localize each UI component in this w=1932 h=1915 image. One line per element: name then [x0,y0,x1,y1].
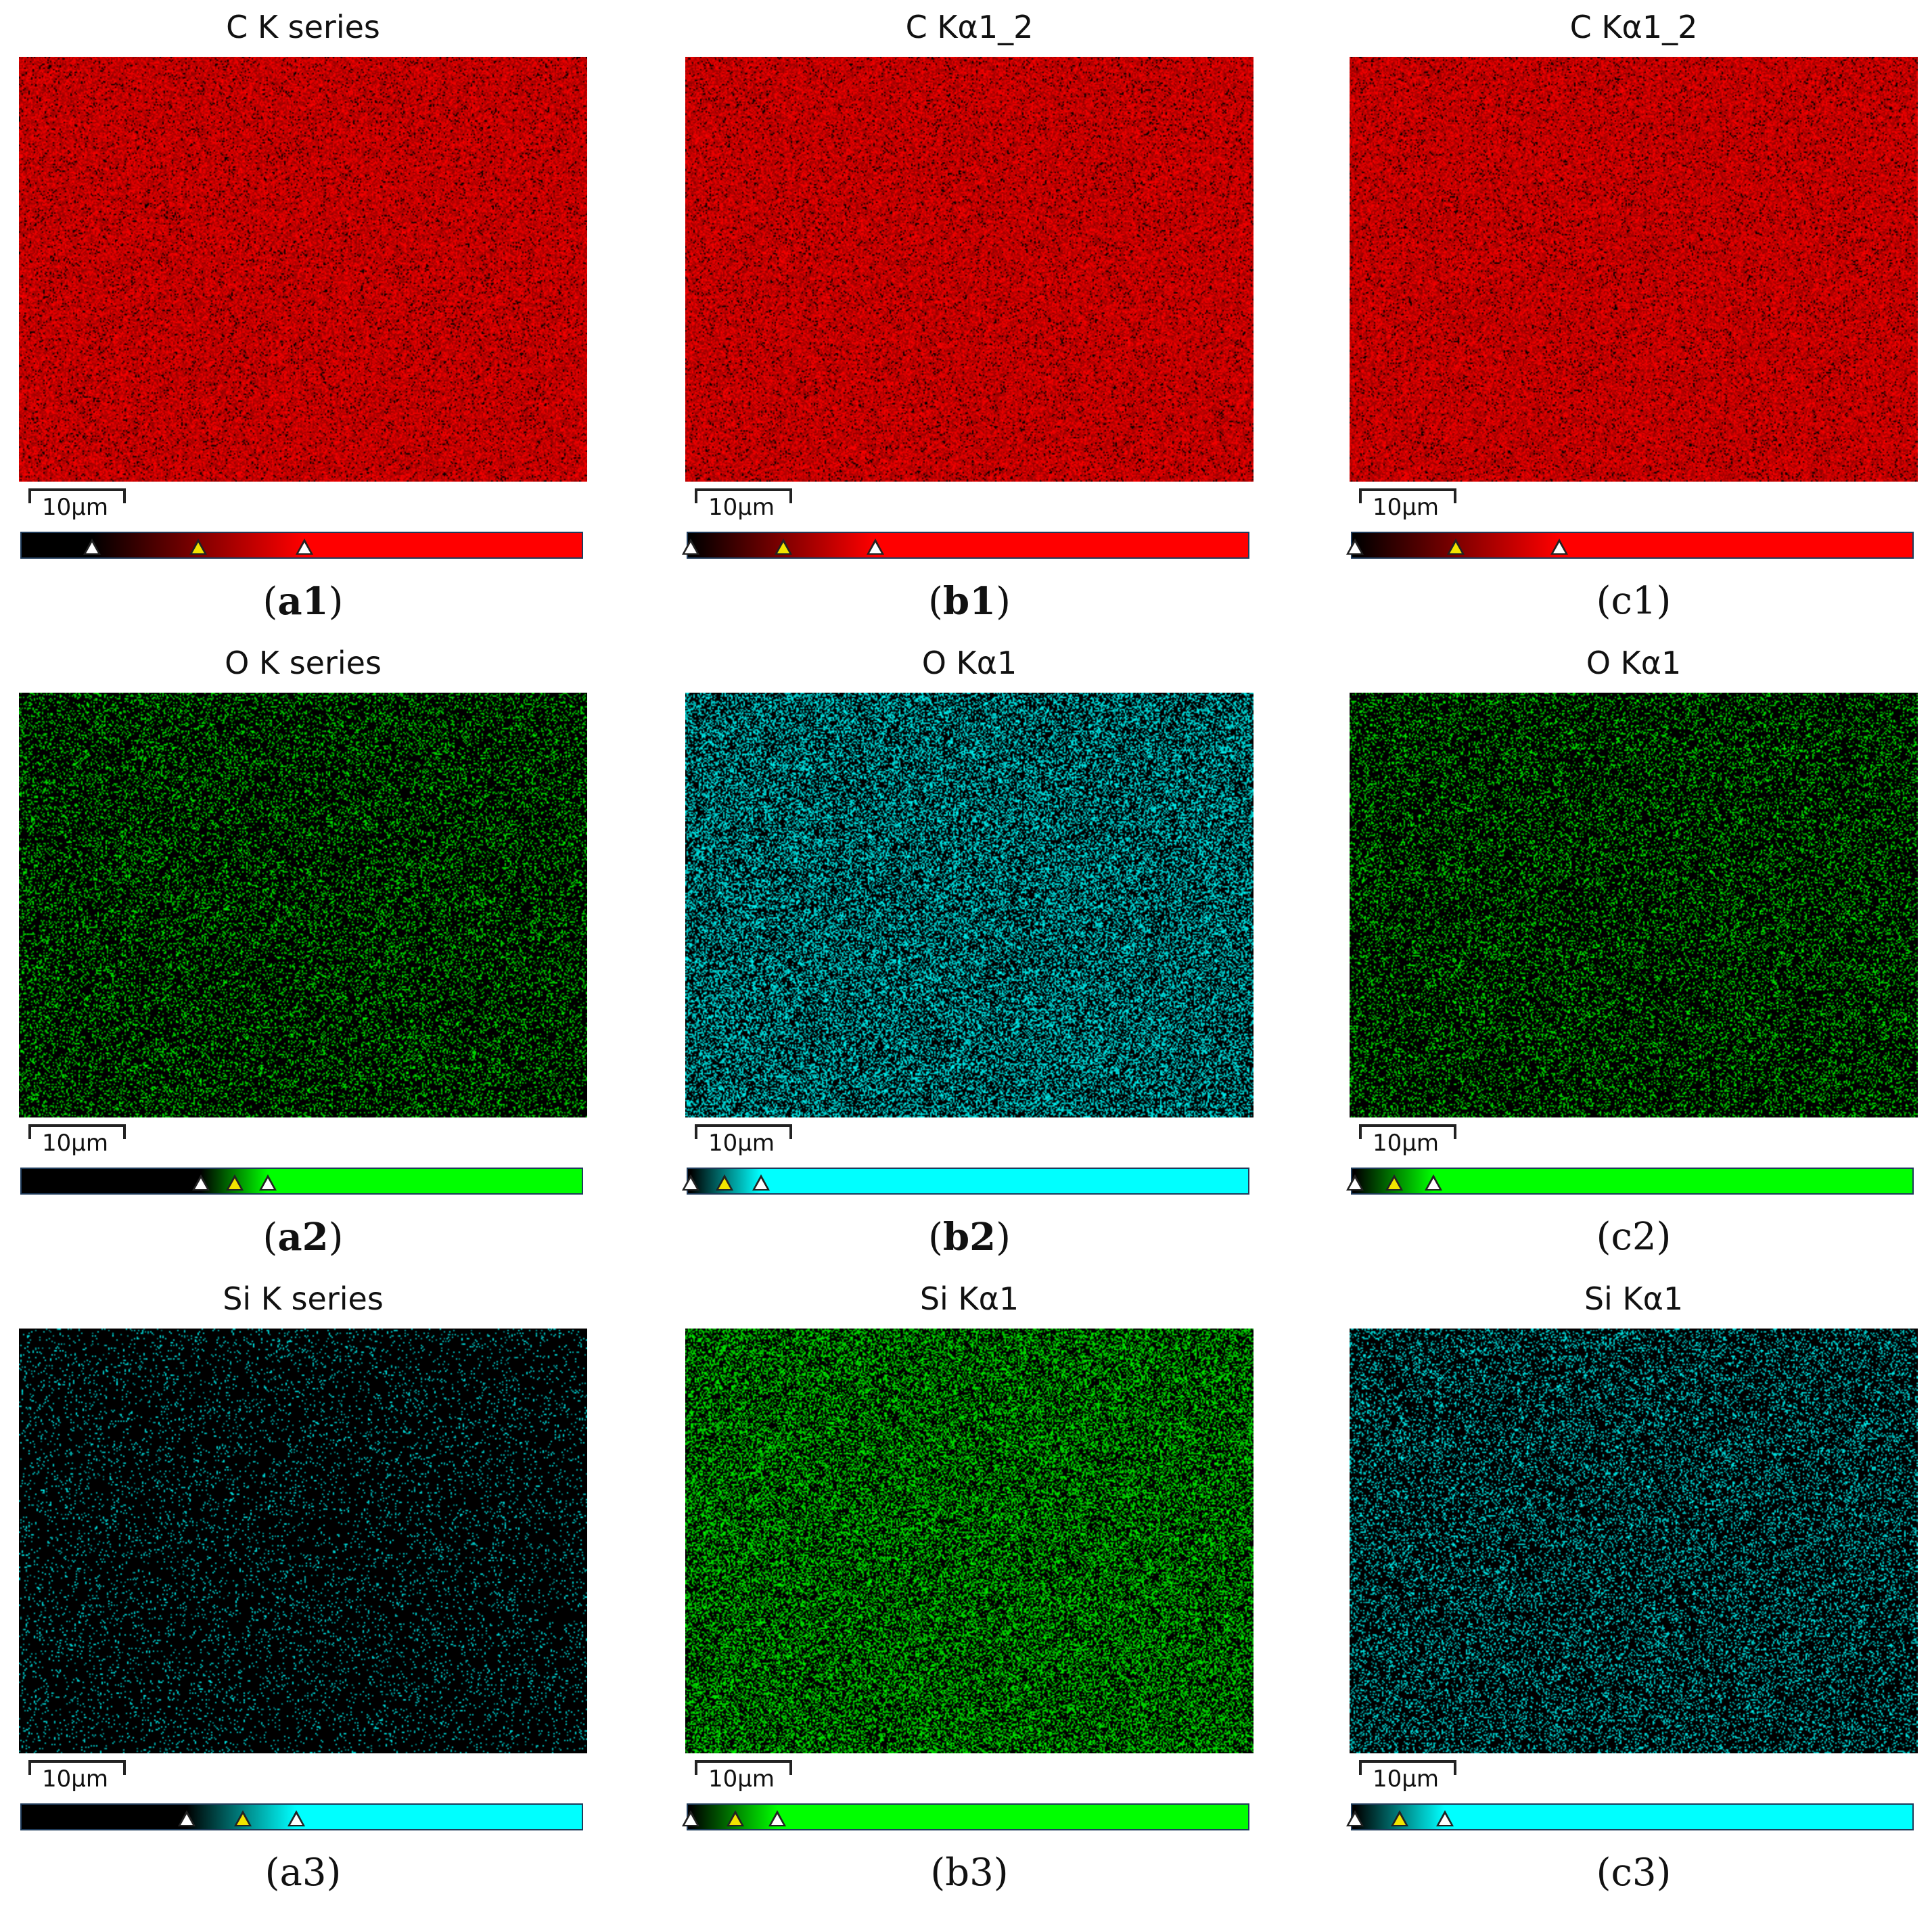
scale-bar: 10μm [1359,1760,1456,1793]
scale-bar-label: 10μm [1373,494,1440,521]
intensity-color-bar [20,1168,583,1195]
threshold-marker-mid [189,538,207,555]
intensity-color-bar [682,1803,1249,1830]
threshold-marker-lo [1346,1174,1364,1191]
threshold-marker-lo [682,1810,700,1826]
scale-bar: 10μm [1359,488,1456,521]
panel-caption: (b2) [928,1215,1011,1260]
panel-caption: (a1) [262,579,344,624]
panel-caption: (a3) [264,1851,342,1895]
panel-title: C K series [226,9,380,45]
panel-title: C Kα1_2 [905,9,1034,45]
scale-bar-label: 10μm [42,1766,109,1793]
panel-title: O K series [225,645,382,681]
scale-bar-label: 10μm [708,494,775,521]
intensity-color-bar [682,1168,1249,1195]
scale-bar: 10μm [695,1760,792,1793]
scale-bar-label: 10μm [1373,1130,1440,1157]
eds-map-image [685,693,1254,1117]
threshold-marker-hi [259,1174,277,1191]
threshold-marker-lo [83,538,101,555]
scale-bar-label: 10μm [708,1130,775,1157]
eds-map-image [1350,57,1918,482]
threshold-marker-lo [682,538,700,555]
eds-map-image [19,1329,587,1753]
panel-title: C Kα1_2 [1569,9,1698,45]
panel-title: Si K series [223,1280,384,1317]
threshold-marker-mid [1391,1810,1409,1826]
intensity-color-bar [1346,1168,1914,1195]
threshold-marker-mid [727,1810,745,1826]
panel-caption: (b1) [928,579,1011,624]
threshold-marker-hi [752,1174,770,1191]
intensity-color-bar [1346,532,1914,559]
threshold-marker-mid [234,1810,252,1826]
panel-title: Si Kα1 [919,1280,1019,1317]
threshold-marker-hi [867,538,885,555]
threshold-marker-mid [715,1174,733,1191]
scale-bar-label: 10μm [708,1766,775,1793]
threshold-marker-mid [1385,1174,1404,1191]
intensity-color-bar [1346,1803,1914,1830]
scale-bar: 10μm [28,1760,126,1793]
threshold-marker-lo [191,1174,210,1191]
threshold-marker-lo [1346,538,1364,555]
panel-caption: (c3) [1596,1851,1672,1895]
panel-title: O Kα1 [921,645,1017,681]
scale-bar: 10μm [695,1124,792,1157]
panel-caption: (c2) [1596,1215,1672,1259]
panel-caption: (b3) [930,1851,1009,1895]
scale-bar: 10μm [695,488,792,521]
threshold-marker-hi [296,538,314,555]
threshold-marker-hi [1550,538,1569,555]
threshold-marker-mid [225,1174,244,1191]
panel-caption: (a2) [262,1215,344,1260]
scale-bar: 10μm [28,1124,126,1157]
intensity-color-bar [20,1803,583,1830]
scale-bar-label: 10μm [1373,1766,1440,1793]
intensity-color-bar [682,532,1249,559]
threshold-marker-lo [1346,1810,1364,1826]
threshold-marker-hi [1425,1174,1443,1191]
scale-bar: 10μm [28,488,126,521]
scale-bar-label: 10μm [42,494,109,521]
panel-title: O Kα1 [1586,645,1682,681]
eds-map-image [1350,1329,1918,1753]
eds-map-image [1350,693,1918,1117]
threshold-marker-hi [287,1810,305,1826]
intensity-color-bar [20,532,583,559]
eds-map-image [685,1329,1254,1753]
threshold-marker-hi [1435,1810,1454,1826]
scale-bar: 10μm [1359,1124,1456,1157]
panel-title: Si Kα1 [1584,1280,1684,1317]
threshold-marker-lo [682,1174,700,1191]
threshold-marker-lo [178,1810,196,1826]
threshold-marker-hi [768,1810,787,1826]
eds-map-image [685,57,1254,482]
threshold-marker-mid [774,538,792,555]
threshold-marker-mid [1447,538,1465,555]
scale-bar-label: 10μm [42,1130,109,1157]
eds-map-image [19,57,587,482]
eds-map-image [19,693,587,1117]
panel-caption: (c1) [1596,579,1672,623]
